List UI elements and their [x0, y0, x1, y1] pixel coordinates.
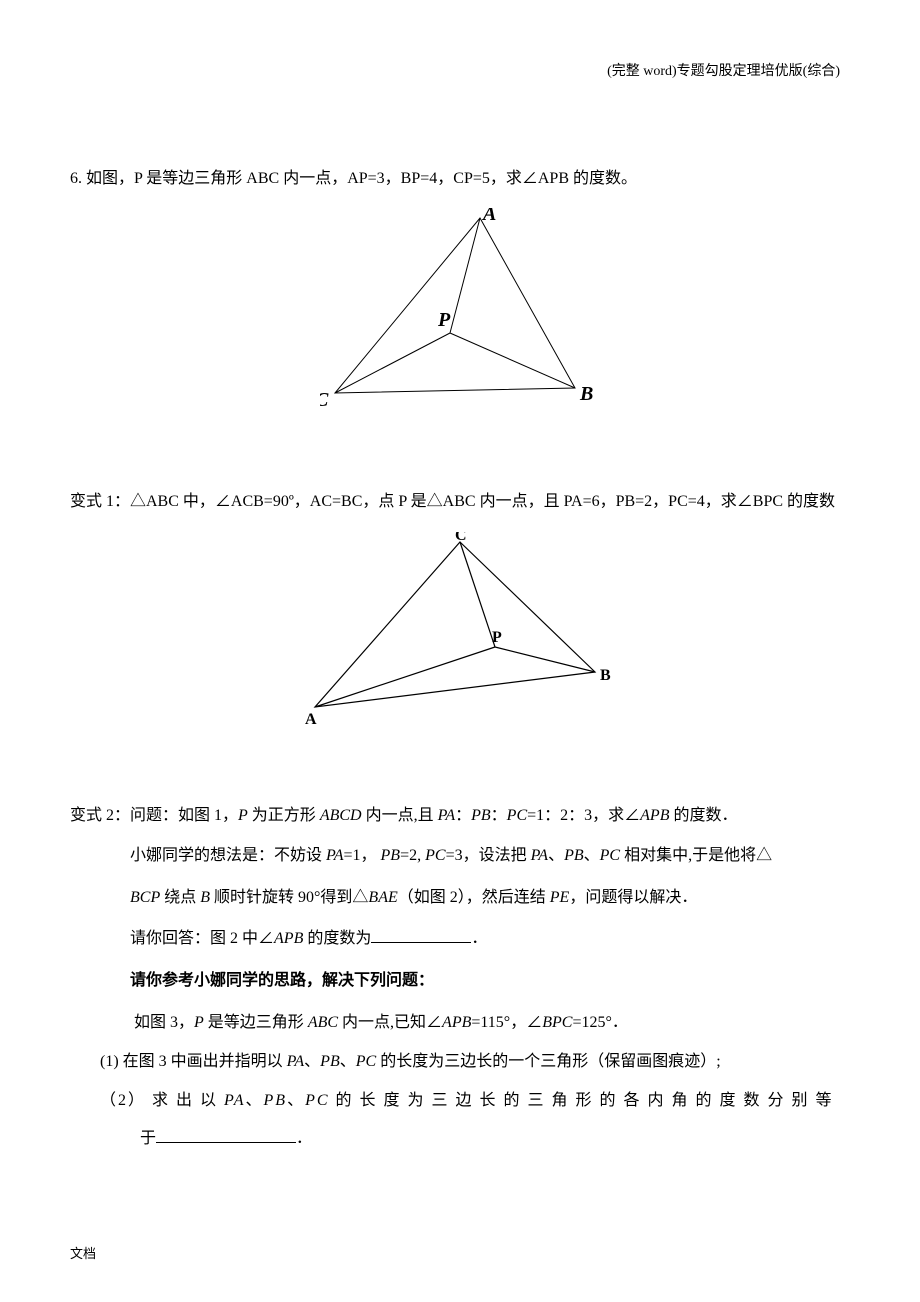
v2-term-pc2: PC — [425, 847, 445, 864]
problem-6-text: 6. 如图，P 是等边三角形 ABC 内一点，AP=3，BP=4，CP=5，求∠… — [70, 160, 850, 198]
v2-term-pb3: PB — [564, 847, 584, 864]
header-note: (完整 word)专题勾股定理培优版(综合) — [70, 60, 850, 80]
v2-term-abcd: ABCD — [320, 807, 362, 824]
blank-2 — [156, 1127, 296, 1143]
v2-term-pa3: PA — [531, 847, 548, 864]
variant-2-line1: 变式 2：问题：如图 1，P 为正方形 ABCD 内一点,且 PA：PB：PC=… — [70, 797, 850, 835]
v2-q1-sep1: 、 — [304, 1053, 320, 1070]
v2-q1-pb: PB — [320, 1053, 340, 1070]
v2-term-abc: ABC — [308, 1014, 338, 1031]
v2-q2-sep2: 、 — [287, 1092, 305, 1109]
v2-term-pc1: PC — [507, 807, 527, 824]
v2-term-pb1: PB — [471, 807, 491, 824]
figure-1-svg: A B C P — [320, 208, 600, 418]
v2-idea-line1: 小娜同学的想法是：不妨设 PA=1， PB=2, PC=3，设法把 PA、PB、… — [130, 835, 850, 877]
v2-l1-c: 内一点,且 — [362, 807, 438, 824]
variant-1-text: 变式 1：△ABC 中，∠ACB=90º，AC=BC，点 P 是△ABC 内一点… — [70, 483, 850, 521]
v2-ans-period: ． — [471, 930, 487, 947]
blank-1 — [371, 927, 471, 943]
fig1-label-b: B — [579, 383, 593, 405]
v2-q1-pa: PA — [287, 1053, 304, 1070]
v2-term-apb2: APB — [274, 930, 303, 947]
v2-q1-sep2: 、 — [340, 1053, 356, 1070]
v2-idea-m5: 相对集中,于是他将△ — [620, 847, 772, 864]
v2-idea2-final: ，问题得以解决． — [569, 889, 697, 906]
v2-term-apb1: APB — [640, 807, 669, 824]
v2-q2: （2） 求 出 以 PA、PB、PC 的 长 度 为 三 边 长 的 三 角 形… — [70, 1082, 850, 1120]
figure-2-svg: C B A P — [300, 532, 620, 732]
v2-fig3-line: 如图 3，P 是等边三角形 ABC 内一点,已知∠APB=115°，∠BPC=1… — [130, 1002, 850, 1044]
v2-q2-sep1: 、 — [246, 1092, 264, 1109]
v2-q2-mid: 的 长 度 为 三 边 长 的 三 角 形 的 各 内 角 的 度 数 分 别 … — [330, 1092, 834, 1109]
v2-idea-m3: =3，设法把 — [446, 847, 531, 864]
v2-term-apb3: APB — [442, 1014, 471, 1031]
v2-idea-m2: =2, — [400, 847, 425, 864]
v2-term-pe: PE — [550, 889, 570, 906]
v2-l1-b: 为正方形 — [248, 807, 320, 824]
v2-q2-pb: PB — [264, 1092, 288, 1109]
v2-ratio2: ： — [491, 807, 507, 824]
v2-idea-line2: BCP 绕点 B 顺时针旋转 90°得到△BAE（如图 2），然后连结 PE，问… — [130, 877, 850, 919]
v2-q1-pc: PC — [356, 1053, 376, 1070]
v2-q2-pa: PA — [224, 1092, 245, 1109]
v2-idea2-mid: 顺时针旋转 90°得到△ — [210, 889, 368, 906]
v2-term-b: B — [200, 889, 210, 906]
v2-term-pb2: PB — [381, 847, 401, 864]
v2-idea2-pre: 绕点 — [160, 889, 200, 906]
v2-q2-period: ． — [296, 1130, 312, 1147]
v2-l1-d: =1：2：3，求∠ — [527, 807, 640, 824]
fig1-label-a: A — [481, 208, 496, 225]
v2-fig3-pre: 如图 3， — [134, 1014, 194, 1031]
v2-idea2-end: （如图 2），然后连结 — [398, 889, 550, 906]
v2-term-pc3: PC — [600, 847, 620, 864]
fig2-label-b: B — [600, 667, 611, 684]
v2-q2-pre: （2） 求 出 以 — [100, 1092, 224, 1109]
v2-answer-prompt: 请你回答：图 2 中∠APB 的度数为 ． — [130, 918, 850, 960]
v2-term-bpc: BPC — [542, 1014, 572, 1031]
v2-q1: (1) 在图 3 中画出并指明以 PA、PB、PC 的长度为三边长的一个三角形（… — [70, 1043, 850, 1081]
v2-term-bcp: BCP — [130, 889, 160, 906]
v2-l1-a: 变式 2：问题：如图 1， — [70, 807, 238, 824]
fig2-label-a: A — [305, 711, 317, 728]
figure-2: C B A P — [70, 532, 850, 737]
v2-q2-answer: 于． — [70, 1120, 850, 1158]
v2-fig3-mid2: 内一点,已知∠ — [338, 1014, 442, 1031]
v2-term-p: P — [238, 807, 248, 824]
v2-fig3-mid3: =115°，∠ — [471, 1014, 542, 1031]
v2-idea-pre: 小娜同学的想法是：不妨设 — [130, 847, 326, 864]
footer-text: 文档 — [70, 1243, 96, 1262]
v2-idea-m1: =1， — [344, 847, 381, 864]
v2-l1-e: 的度数． — [669, 807, 737, 824]
v2-q2-end: 于 — [140, 1130, 156, 1147]
v2-q1-pre: (1) 在图 3 中画出并指明以 — [100, 1053, 287, 1070]
v2-ans-pre: 请你回答：图 2 中∠ — [130, 930, 274, 947]
v2-fig3-end: =125°． — [572, 1014, 627, 1031]
fig2-label-c: C — [455, 532, 467, 544]
fig1-label-c: C — [320, 389, 329, 411]
v2-term-pa1: PA — [438, 807, 455, 824]
v2-term-bae: BAE — [368, 889, 397, 906]
fig2-label-p: P — [492, 629, 502, 646]
v2-term-pa2: PA — [326, 847, 343, 864]
v2-sep2: 、 — [584, 847, 600, 864]
v2-sep1: 、 — [548, 847, 564, 864]
v2-q1-mid: 的长度为三边长的一个三角形（保留画图痕迹）; — [376, 1053, 720, 1070]
fig1-label-p: P — [437, 309, 451, 331]
v2-solve-heading: 请你参考小娜同学的思路，解决下列问题： — [130, 960, 850, 1002]
v2-ratio1: ： — [455, 807, 471, 824]
v2-q2-pc: PC — [305, 1092, 329, 1109]
variant-2: 变式 2：问题：如图 1，P 为正方形 ABCD 内一点,且 PA：PB：PC=… — [70, 797, 850, 1159]
variant-2-body: 小娜同学的想法是：不妨设 PA=1， PB=2, PC=3，设法把 PA、PB、… — [70, 835, 850, 1043]
v2-fig3-mid: 是等边三角形 — [204, 1014, 308, 1031]
v2-ans-post: 的度数为 — [303, 930, 371, 947]
figure-1: A B C P — [70, 208, 850, 423]
v2-term-p2: P — [194, 1014, 204, 1031]
